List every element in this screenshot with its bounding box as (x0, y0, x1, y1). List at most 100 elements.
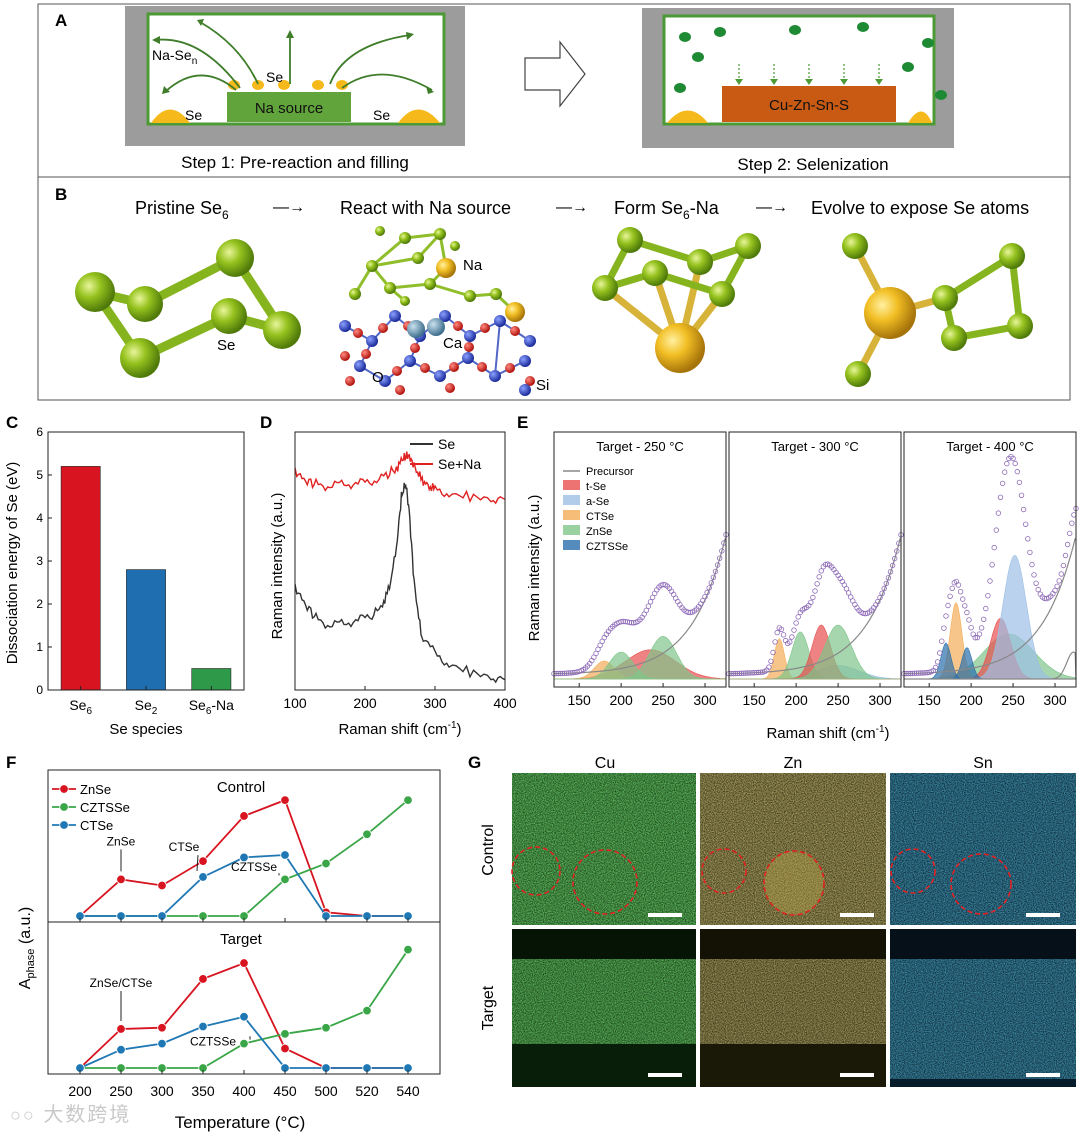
f-xtick-label: 300 (150, 1083, 174, 1099)
c-ytick-label: 3 (36, 554, 43, 568)
e-xtick-label: 150 (567, 692, 591, 708)
e-fit-point (710, 574, 717, 580)
c-xtick-sub: 2 (152, 706, 158, 717)
e-fit-point (1067, 530, 1073, 537)
c-ytick-label: 6 (36, 425, 43, 439)
f-point-ZnSe (239, 811, 249, 821)
se-center-label: Se (266, 69, 283, 85)
e-legend-swatch (563, 540, 580, 550)
b-step1-title: Pristine Se6 (135, 198, 229, 222)
e-fit-point (812, 588, 818, 594)
scale-bar (1026, 913, 1060, 917)
e-fit-point (881, 585, 887, 592)
e-fit-point (941, 625, 947, 631)
e-ylabel: Raman intensity (a.u.) (526, 495, 543, 642)
e-fit-point (960, 596, 966, 602)
f-xtick-label: 350 (191, 1083, 215, 1099)
c-ytick-label: 2 (36, 597, 43, 611)
f-annotation-label: CZTSSe (231, 860, 277, 874)
f-point-CZTSSe (403, 795, 413, 805)
c-bars (60, 466, 232, 691)
f-point-CZTSSe (280, 874, 290, 885)
e-fit-point (597, 642, 603, 648)
e-fit-point (789, 634, 795, 640)
d-axes-frame (294, 431, 506, 691)
e-xtick-label: 300 (868, 692, 892, 708)
e-subplot-frame (553, 431, 727, 688)
scale-bar (840, 913, 874, 917)
e-fit-point (793, 620, 799, 626)
f-xtick-label: 250 (109, 1083, 133, 1099)
c-ylabel: Dissociation energy of Se (eV) (4, 462, 21, 665)
map-target-cu (512, 929, 696, 1087)
se-mound-right (398, 109, 440, 123)
defect-circle (572, 849, 638, 915)
f-point-CZTSSe (321, 858, 331, 869)
e-fit-point (981, 616, 987, 622)
defect-circle (950, 853, 1012, 915)
f-point-CTSe (157, 1038, 167, 1049)
e-fit-point (945, 602, 951, 609)
f-annotation-label: ZnSe/CTSe (90, 976, 153, 990)
e-fit-point (595, 646, 601, 652)
f-xtick-label: 400 (232, 1083, 256, 1099)
panel-label-d: D (260, 413, 272, 432)
e-fit-point (780, 632, 787, 638)
se-mound-right-2 (908, 111, 932, 123)
defect-circle (511, 846, 561, 896)
e-fit-point (978, 625, 985, 631)
d-xtick-label: 400 (493, 695, 517, 711)
e-fit-point (883, 580, 889, 587)
c-xtick-label: Se6-Na (189, 697, 234, 717)
e-fit-point (716, 555, 723, 561)
d-legend-se: Se (438, 436, 455, 452)
map-control-sn (890, 773, 1076, 925)
e-fit-point (1018, 492, 1025, 498)
panel-label-c: C (6, 413, 18, 432)
e-legend-swatch (563, 510, 580, 520)
c-xtick-label: Se6 (69, 697, 92, 717)
d-xtick-label: 100 (283, 695, 307, 711)
f-point-ZnSe (157, 1023, 167, 1033)
e-fit-point (702, 593, 708, 600)
panel-d: D 100 200 300 400 Se Se+Na Raman intensity … (260, 413, 517, 738)
g-col-label-zn: Zn (784, 755, 803, 772)
f-xtick-label: 200 (68, 1083, 92, 1099)
e-fit-point (879, 590, 885, 596)
e-legend-label: t-Se (586, 481, 606, 493)
f-legend-label: CTSe (80, 818, 113, 833)
se-mound-left-2 (667, 110, 708, 123)
b-step2-title: React with Na source (340, 198, 511, 218)
c-xtick-base: Se (69, 697, 86, 713)
e-fit-point (1020, 506, 1027, 513)
e-fit-point (708, 580, 714, 586)
f-xticks: 200 250 300 350 400 450 500 520 540 (68, 1083, 420, 1099)
g-row-label-target: Target (480, 985, 497, 1030)
panel-a: A Na source Na-Sen Se Se Se Step 1: Pre-… (37, 3, 1071, 178)
se-droplets (228, 80, 348, 90)
e-fit-point (1058, 571, 1064, 577)
panel-label-a: A (55, 11, 67, 30)
step2-caption: Step 2: Selenization (737, 155, 888, 174)
e-fit-point (932, 664, 939, 671)
d-lines (294, 451, 506, 684)
evolved-se-na-molecule (842, 233, 1033, 387)
f-subplot-title: Control (217, 779, 265, 796)
e-fit-point (937, 650, 943, 656)
e-fit-point (1025, 536, 1031, 542)
e-fit-point (885, 575, 892, 581)
f-annotation-label: CZTSSe (190, 1035, 236, 1049)
atom-label-ca: Ca (443, 335, 463, 352)
e-fit-point (719, 548, 725, 554)
se-left-label: Se (185, 107, 202, 123)
b-arrow-1: —→ (273, 199, 305, 216)
c-bar-Se2 (126, 569, 166, 691)
f-legend: ZnSe CZTSSe CTSe (52, 782, 130, 833)
e-fit-point (1064, 541, 1071, 548)
c-yticks: 0 1 2 3 4 5 6 (36, 425, 52, 697)
c-xtick-base: Se (189, 697, 206, 713)
e-fit-point (1004, 460, 1010, 467)
e-subplot-title: Target - 300 °C (771, 439, 859, 454)
c-xlabel: Se species (109, 721, 182, 738)
